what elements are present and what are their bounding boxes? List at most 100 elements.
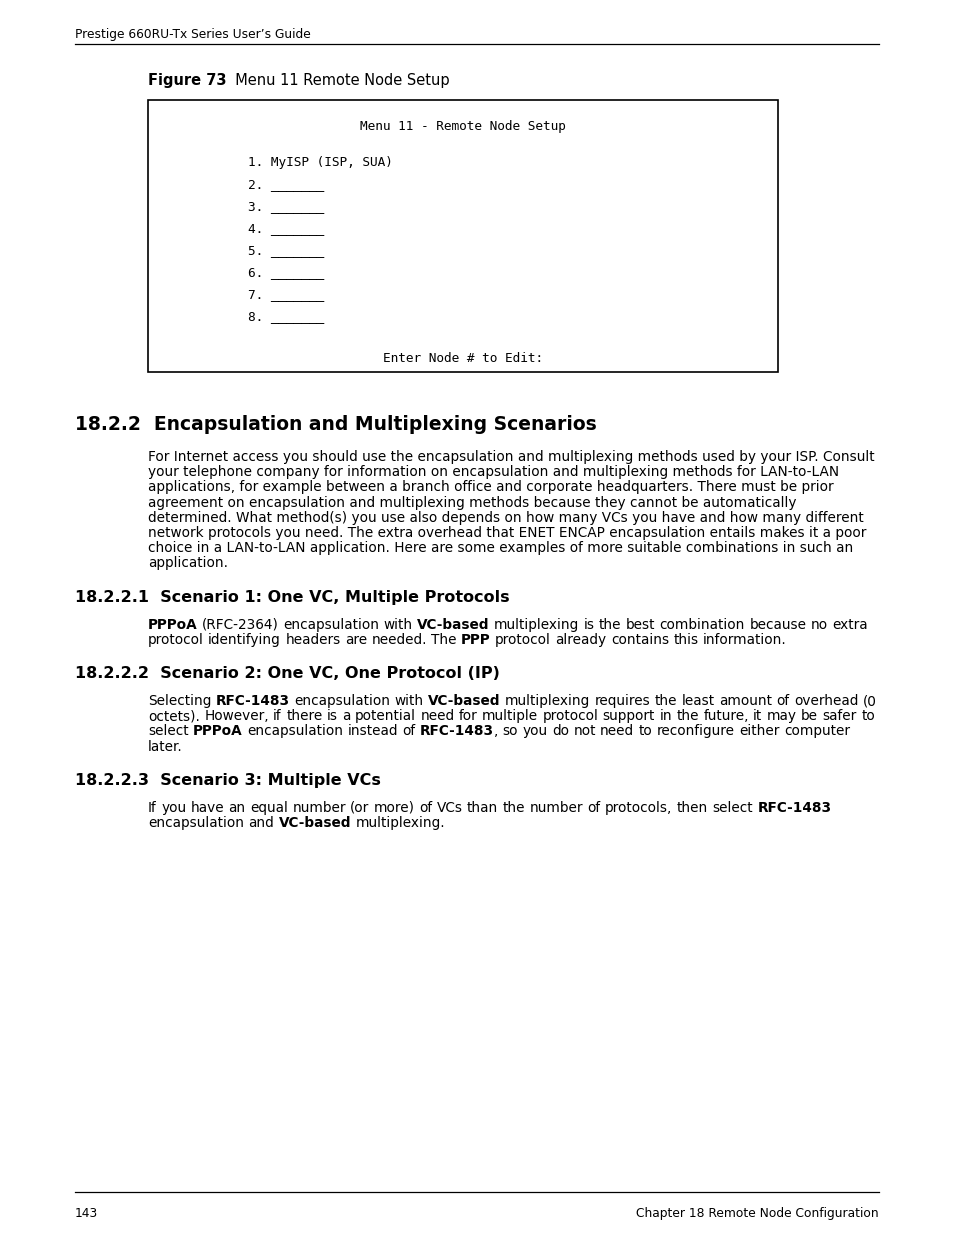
Text: potential: potential bbox=[355, 709, 416, 724]
Text: protocol: protocol bbox=[148, 632, 204, 647]
Text: encapsulation: encapsulation bbox=[148, 816, 244, 830]
Text: in: in bbox=[659, 709, 672, 724]
Text: safer: safer bbox=[821, 709, 856, 724]
Text: amount: amount bbox=[719, 694, 771, 708]
Text: number: number bbox=[529, 800, 582, 815]
Text: octets).: octets). bbox=[148, 709, 200, 724]
Text: Menu 11 Remote Node Setup: Menu 11 Remote Node Setup bbox=[226, 73, 450, 88]
Text: 3. _______: 3. _______ bbox=[248, 200, 324, 212]
Text: you: you bbox=[161, 800, 186, 815]
Text: the: the bbox=[676, 709, 699, 724]
Text: because: because bbox=[749, 618, 805, 631]
Text: there: there bbox=[286, 709, 322, 724]
Text: do: do bbox=[552, 725, 568, 739]
Text: Selecting: Selecting bbox=[148, 694, 212, 708]
Text: to: to bbox=[861, 709, 874, 724]
Text: this: this bbox=[673, 632, 698, 647]
Text: protocol: protocol bbox=[495, 632, 551, 647]
Text: you: you bbox=[522, 725, 547, 739]
Text: 8. _______: 8. _______ bbox=[248, 310, 324, 324]
Text: 18.2.2.2  Scenario 2: One VC, One Protocol (IP): 18.2.2.2 Scenario 2: One VC, One Protoco… bbox=[75, 666, 499, 680]
Text: encapsulation: encapsulation bbox=[283, 618, 379, 631]
Text: encapsulation: encapsulation bbox=[294, 694, 390, 708]
Text: ,: , bbox=[494, 725, 497, 739]
Text: combination: combination bbox=[659, 618, 744, 631]
Text: applications, for example between a branch office and corporate headquarters. Th: applications, for example between a bran… bbox=[148, 480, 833, 494]
Text: needed.: needed. bbox=[371, 632, 427, 647]
Text: is: is bbox=[583, 618, 594, 631]
Text: select: select bbox=[148, 725, 189, 739]
Text: it: it bbox=[753, 709, 761, 724]
Text: information.: information. bbox=[702, 632, 786, 647]
Text: may: may bbox=[766, 709, 796, 724]
Text: network protocols you need. The extra overhead that ENET ENCAP encapsulation ent: network protocols you need. The extra ov… bbox=[148, 526, 865, 540]
Text: Chapter 18 Remote Node Configuration: Chapter 18 Remote Node Configuration bbox=[636, 1207, 878, 1220]
Text: RFC-1483: RFC-1483 bbox=[419, 725, 494, 739]
Text: headers: headers bbox=[285, 632, 340, 647]
Text: instead: instead bbox=[347, 725, 397, 739]
Text: For Internet access you should use the encapsulation and multiplexing methods us: For Internet access you should use the e… bbox=[148, 450, 874, 464]
Text: 2. _______: 2. _______ bbox=[248, 178, 324, 191]
Text: best: best bbox=[625, 618, 655, 631]
Text: select: select bbox=[712, 800, 752, 815]
Text: 18.2.2  Encapsulation and Multiplexing Scenarios: 18.2.2 Encapsulation and Multiplexing Sc… bbox=[75, 415, 597, 433]
Text: need: need bbox=[599, 725, 634, 739]
Text: 6. _______: 6. _______ bbox=[248, 266, 324, 279]
Text: VC-based: VC-based bbox=[278, 816, 351, 830]
Text: be: be bbox=[801, 709, 818, 724]
Text: multiplexing: multiplexing bbox=[504, 694, 590, 708]
Text: either: either bbox=[739, 725, 779, 739]
Text: encapsulation: encapsulation bbox=[247, 725, 343, 739]
Text: the: the bbox=[654, 694, 677, 708]
Text: more): more) bbox=[374, 800, 415, 815]
Text: extra: extra bbox=[832, 618, 867, 631]
Text: requires: requires bbox=[594, 694, 650, 708]
Text: no: no bbox=[810, 618, 827, 631]
Text: agreement on encapsulation and multiplexing methods because they cannot be autom: agreement on encapsulation and multiplex… bbox=[148, 495, 796, 510]
Text: 7. _______: 7. _______ bbox=[248, 288, 324, 301]
Text: with: with bbox=[395, 694, 423, 708]
Text: to: to bbox=[639, 725, 652, 739]
Text: of: of bbox=[418, 800, 432, 815]
Text: Menu 11 - Remote Node Setup: Menu 11 - Remote Node Setup bbox=[359, 120, 565, 133]
Text: equal: equal bbox=[250, 800, 288, 815]
Text: are: are bbox=[345, 632, 367, 647]
Text: your telephone company for information on encapsulation and multiplexing methods: your telephone company for information o… bbox=[148, 466, 839, 479]
Text: for: for bbox=[458, 709, 477, 724]
Text: VCs: VCs bbox=[436, 800, 462, 815]
Text: Figure 73: Figure 73 bbox=[148, 73, 226, 88]
Text: identifying: identifying bbox=[208, 632, 281, 647]
Text: 4. _______: 4. _______ bbox=[248, 222, 324, 235]
Text: of: of bbox=[587, 800, 600, 815]
Text: (0: (0 bbox=[862, 694, 876, 708]
Text: 143: 143 bbox=[75, 1207, 98, 1220]
Text: choice in a LAN-to-LAN application. Here are some examples of more suitable comb: choice in a LAN-to-LAN application. Here… bbox=[148, 541, 852, 556]
Text: have: have bbox=[191, 800, 224, 815]
Text: later.: later. bbox=[148, 740, 183, 753]
Text: 18.2.2.1  Scenario 1: One VC, Multiple Protocols: 18.2.2.1 Scenario 1: One VC, Multiple Pr… bbox=[75, 589, 509, 605]
FancyBboxPatch shape bbox=[148, 100, 778, 372]
Text: already: already bbox=[555, 632, 606, 647]
Text: If: If bbox=[148, 800, 156, 815]
Text: determined. What method(s) you use also depends on how many VCs you have and how: determined. What method(s) you use also … bbox=[148, 511, 862, 525]
Text: Prestige 660RU-Tx Series User’s Guide: Prestige 660RU-Tx Series User’s Guide bbox=[75, 28, 311, 41]
Text: VC-based: VC-based bbox=[428, 694, 500, 708]
Text: reconfigure: reconfigure bbox=[657, 725, 734, 739]
Text: and: and bbox=[248, 816, 274, 830]
Text: RFC-1483: RFC-1483 bbox=[215, 694, 290, 708]
Text: need: need bbox=[420, 709, 454, 724]
Text: 5. _______: 5. _______ bbox=[248, 245, 324, 257]
Text: multiplexing: multiplexing bbox=[494, 618, 578, 631]
Text: then: then bbox=[676, 800, 707, 815]
Text: the: the bbox=[502, 800, 525, 815]
Text: number: number bbox=[292, 800, 346, 815]
Text: if: if bbox=[273, 709, 281, 724]
Text: overhead: overhead bbox=[793, 694, 858, 708]
Text: 18.2.2.3  Scenario 3: Multiple VCs: 18.2.2.3 Scenario 3: Multiple VCs bbox=[75, 773, 380, 788]
Text: of: of bbox=[402, 725, 415, 739]
Text: (or: (or bbox=[350, 800, 369, 815]
Text: a: a bbox=[342, 709, 351, 724]
Text: support: support bbox=[602, 709, 655, 724]
Text: PPP: PPP bbox=[460, 632, 491, 647]
Text: However,: However, bbox=[204, 709, 269, 724]
